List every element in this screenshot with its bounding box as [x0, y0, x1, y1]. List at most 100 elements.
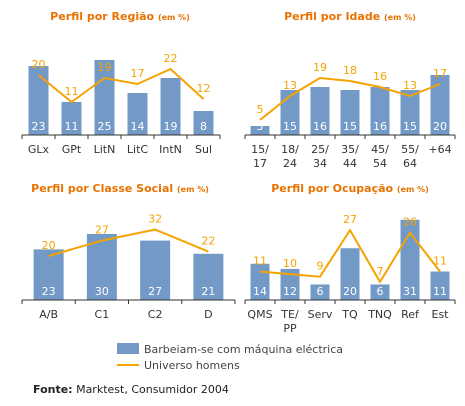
category-label: TNQ	[367, 308, 392, 321]
bar	[280, 268, 300, 300]
line-value-label: 10	[283, 257, 297, 270]
category-label: 18/24	[281, 143, 299, 170]
category-label: C1	[95, 308, 110, 321]
bar	[86, 234, 117, 300]
category-label-line: GLx	[28, 143, 50, 156]
line-value-label: 16	[373, 70, 387, 83]
category-label-line: 15/	[251, 143, 269, 156]
series-line	[48, 228, 209, 257]
chart-title: Perfil por Classe Social (em %)	[31, 182, 209, 195]
category-label: LitN	[94, 143, 116, 156]
category-label-line: +64	[428, 143, 451, 156]
category-label: +64	[428, 143, 451, 156]
bar	[127, 93, 148, 135]
category-label-line: 34	[313, 157, 327, 170]
bar	[280, 90, 300, 135]
category-label: TQ	[341, 308, 358, 321]
bar-value-label: 25	[98, 120, 112, 133]
bar	[430, 75, 450, 135]
category-label-line: Ref	[401, 308, 420, 321]
source-text: Marktest, Consumidor 2004	[72, 383, 229, 396]
category-label-line: PP	[283, 322, 297, 335]
source-label: Fonte:	[33, 383, 73, 396]
bar	[400, 90, 420, 135]
line-value-label: 17	[433, 67, 447, 80]
line-value-label: 9	[317, 260, 324, 273]
category-label-line: Serv	[308, 308, 333, 321]
bar	[160, 78, 181, 135]
bar-value-label: 11	[433, 285, 447, 298]
bar-value-label: 31	[403, 285, 417, 298]
bar-value-label: 14	[131, 120, 145, 133]
line-value-label: 12	[197, 82, 211, 95]
bar-value-label: 6	[317, 285, 324, 298]
bar-value-label: 8	[200, 120, 207, 133]
category-label-line: D	[204, 308, 212, 321]
category-label-line: 44	[343, 157, 357, 170]
category-label: 45/54	[371, 143, 389, 170]
category-label-line: 55/	[401, 143, 419, 156]
category-label: Est	[432, 308, 450, 321]
category-label-line: LitC	[127, 143, 148, 156]
bar	[33, 249, 64, 300]
bar-value-label: 19	[164, 120, 178, 133]
legend-bar-label: Barbeiam-se com máquina eléctrica	[144, 343, 343, 356]
series-line	[37, 67, 205, 104]
bar	[310, 284, 330, 300]
category-label-line: C2	[148, 308, 163, 321]
bar-value-label: 23	[42, 285, 56, 298]
bar-value-label: 15	[403, 120, 417, 133]
bar	[340, 90, 360, 135]
category-label: 15/17	[251, 143, 269, 170]
line-value-label: 13	[403, 79, 417, 92]
category-label: Serv	[308, 308, 333, 321]
chart-title-unit: (em %)	[397, 185, 429, 194]
chart-panel-1: Perfil por Região (em %) 23 11 25 14 19 8 20 11 1…	[21, 10, 221, 156]
category-label: TE/PP	[280, 308, 299, 335]
line-value-label: 22	[164, 52, 178, 65]
category-label-line: 35/	[341, 143, 359, 156]
category-label-line: 45/	[371, 143, 389, 156]
category-label: C2	[148, 308, 163, 321]
line-value-label: 11	[65, 85, 79, 98]
category-label: LitC	[127, 143, 148, 156]
line-value-label: 20	[42, 239, 56, 252]
bar	[140, 240, 171, 300]
bar-value-label: 12	[283, 285, 297, 298]
bar-value-label: 14	[253, 285, 267, 298]
category-label-line: 17	[253, 157, 267, 170]
category-label-line: A/B	[39, 308, 58, 321]
bar-value-label: 11	[65, 120, 79, 133]
bar-value-label: 16	[313, 120, 327, 133]
series-line	[259, 228, 441, 284]
legend-line-label: Universo homens	[144, 359, 240, 372]
bar-value-label: 21	[201, 285, 215, 298]
chart-panel-4: Perfil por Ocupação (em %) 14 12 6 20 6 31 11 11…	[244, 182, 456, 335]
category-label-line: 64	[403, 157, 417, 170]
line-value-label: 13	[283, 79, 297, 92]
category-label: D	[204, 308, 212, 321]
category-label: 35/44	[341, 143, 359, 170]
line-value-label: 26	[403, 216, 417, 229]
line-value-label: 19	[313, 61, 327, 74]
category-label: A/B	[39, 308, 58, 321]
line-value-label: 20	[32, 58, 46, 71]
bar-value-label: 15	[283, 120, 297, 133]
chart-title-unit: (em %)	[177, 185, 209, 194]
category-label-line: C1	[95, 308, 110, 321]
category-label-line: TNQ	[367, 308, 392, 321]
category-label-line: TE/	[280, 308, 299, 321]
bar	[61, 102, 82, 135]
line-value-label: 19	[98, 61, 112, 74]
bar-value-label: 3	[257, 120, 264, 133]
line-value-label: 22	[201, 235, 215, 248]
bar	[250, 126, 270, 135]
bar-value-label: 23	[32, 120, 46, 133]
category-label-line: TQ	[341, 308, 358, 321]
category-label-line: GPt	[62, 143, 82, 156]
category-label: 25/34	[311, 143, 329, 170]
bar	[28, 66, 49, 135]
chart-title-unit: (em %)	[158, 13, 190, 22]
category-label-line: LitN	[94, 143, 116, 156]
